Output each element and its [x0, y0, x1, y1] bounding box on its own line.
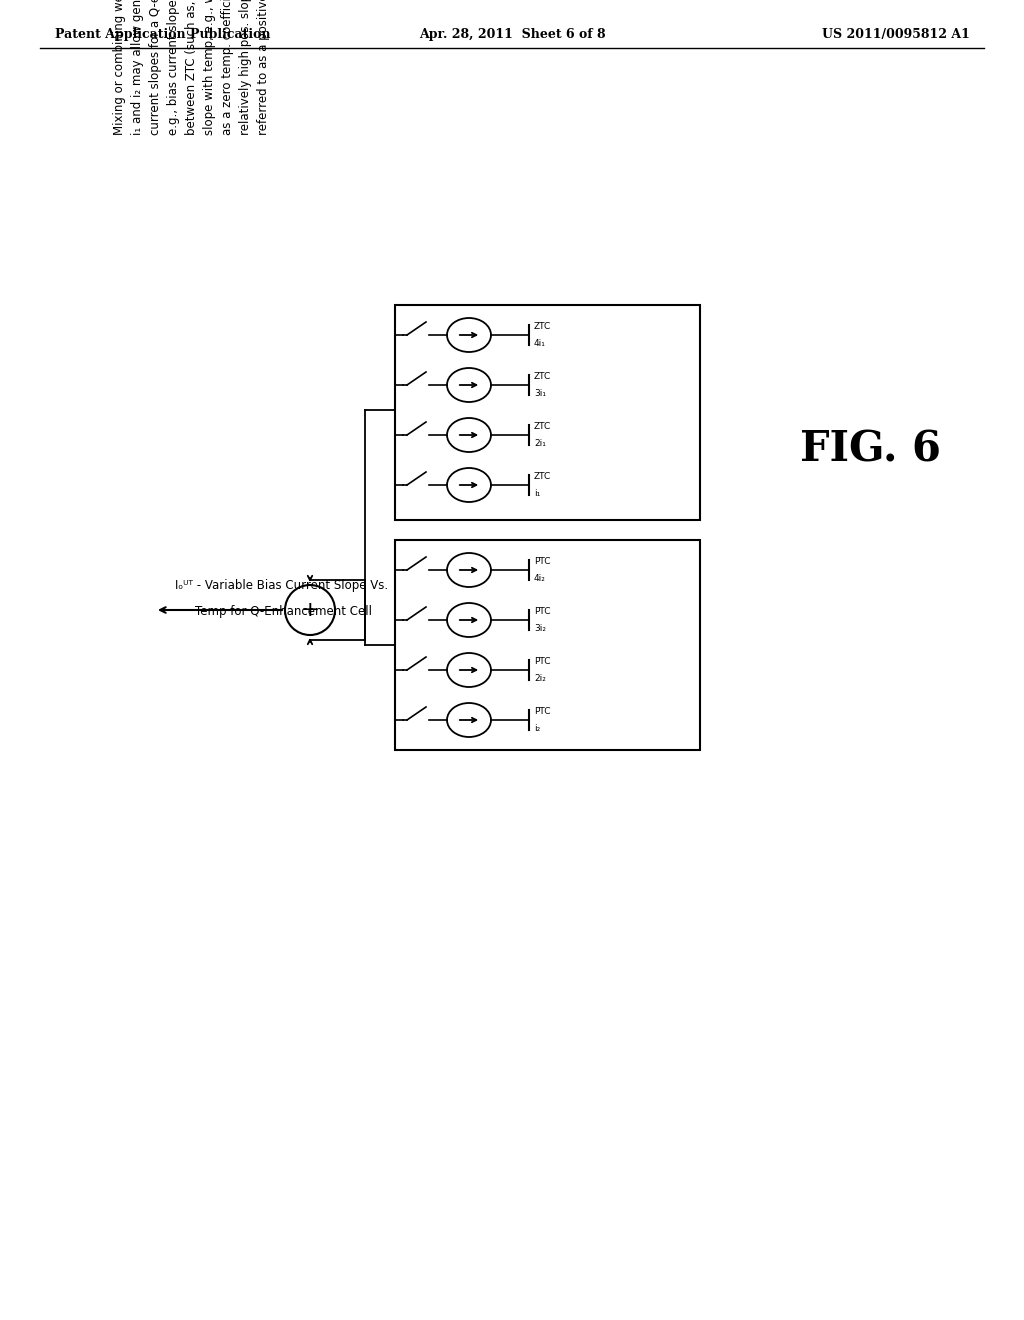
Text: ZTC: ZTC — [534, 372, 551, 381]
Text: PTC: PTC — [534, 557, 551, 566]
Bar — [395, 540, 700, 750]
Text: Mixing or combining weighted combinations of
i₁ and i₂ may allow generation of v: Mixing or combining weighted combination… — [113, 0, 270, 135]
Text: 3i₂: 3i₂ — [534, 624, 546, 634]
Text: ZTC: ZTC — [534, 422, 551, 432]
Text: Iₒᵁᵀ - Variable Bias Current Slope Vs.: Iₒᵁᵀ - Variable Bias Current Slope Vs. — [175, 579, 388, 591]
Text: PTC: PTC — [534, 607, 551, 616]
Text: 3i₁: 3i₁ — [534, 389, 546, 399]
Text: FIG. 6: FIG. 6 — [800, 429, 940, 471]
Text: 2i₁: 2i₁ — [534, 440, 546, 447]
Text: ZTC: ZTC — [534, 473, 551, 480]
Text: i₁: i₁ — [534, 488, 541, 498]
Text: PTC: PTC — [534, 657, 551, 667]
Text: ZTC: ZTC — [534, 322, 551, 331]
Text: i₂: i₂ — [534, 723, 541, 733]
Text: 2i₂: 2i₂ — [534, 675, 546, 682]
Text: +: + — [301, 601, 319, 620]
Text: 4i₁: 4i₁ — [534, 339, 546, 348]
Text: PTC: PTC — [534, 708, 551, 715]
Text: Apr. 28, 2011  Sheet 6 of 8: Apr. 28, 2011 Sheet 6 of 8 — [419, 28, 605, 41]
Text: Temp for Q-Enhancement Cell: Temp for Q-Enhancement Cell — [195, 605, 372, 618]
Text: 4i₂: 4i₂ — [534, 574, 546, 583]
Text: Patent Application Publication: Patent Application Publication — [55, 28, 270, 41]
Text: US 2011/0095812 A1: US 2011/0095812 A1 — [822, 28, 970, 41]
Bar — [395, 305, 700, 520]
